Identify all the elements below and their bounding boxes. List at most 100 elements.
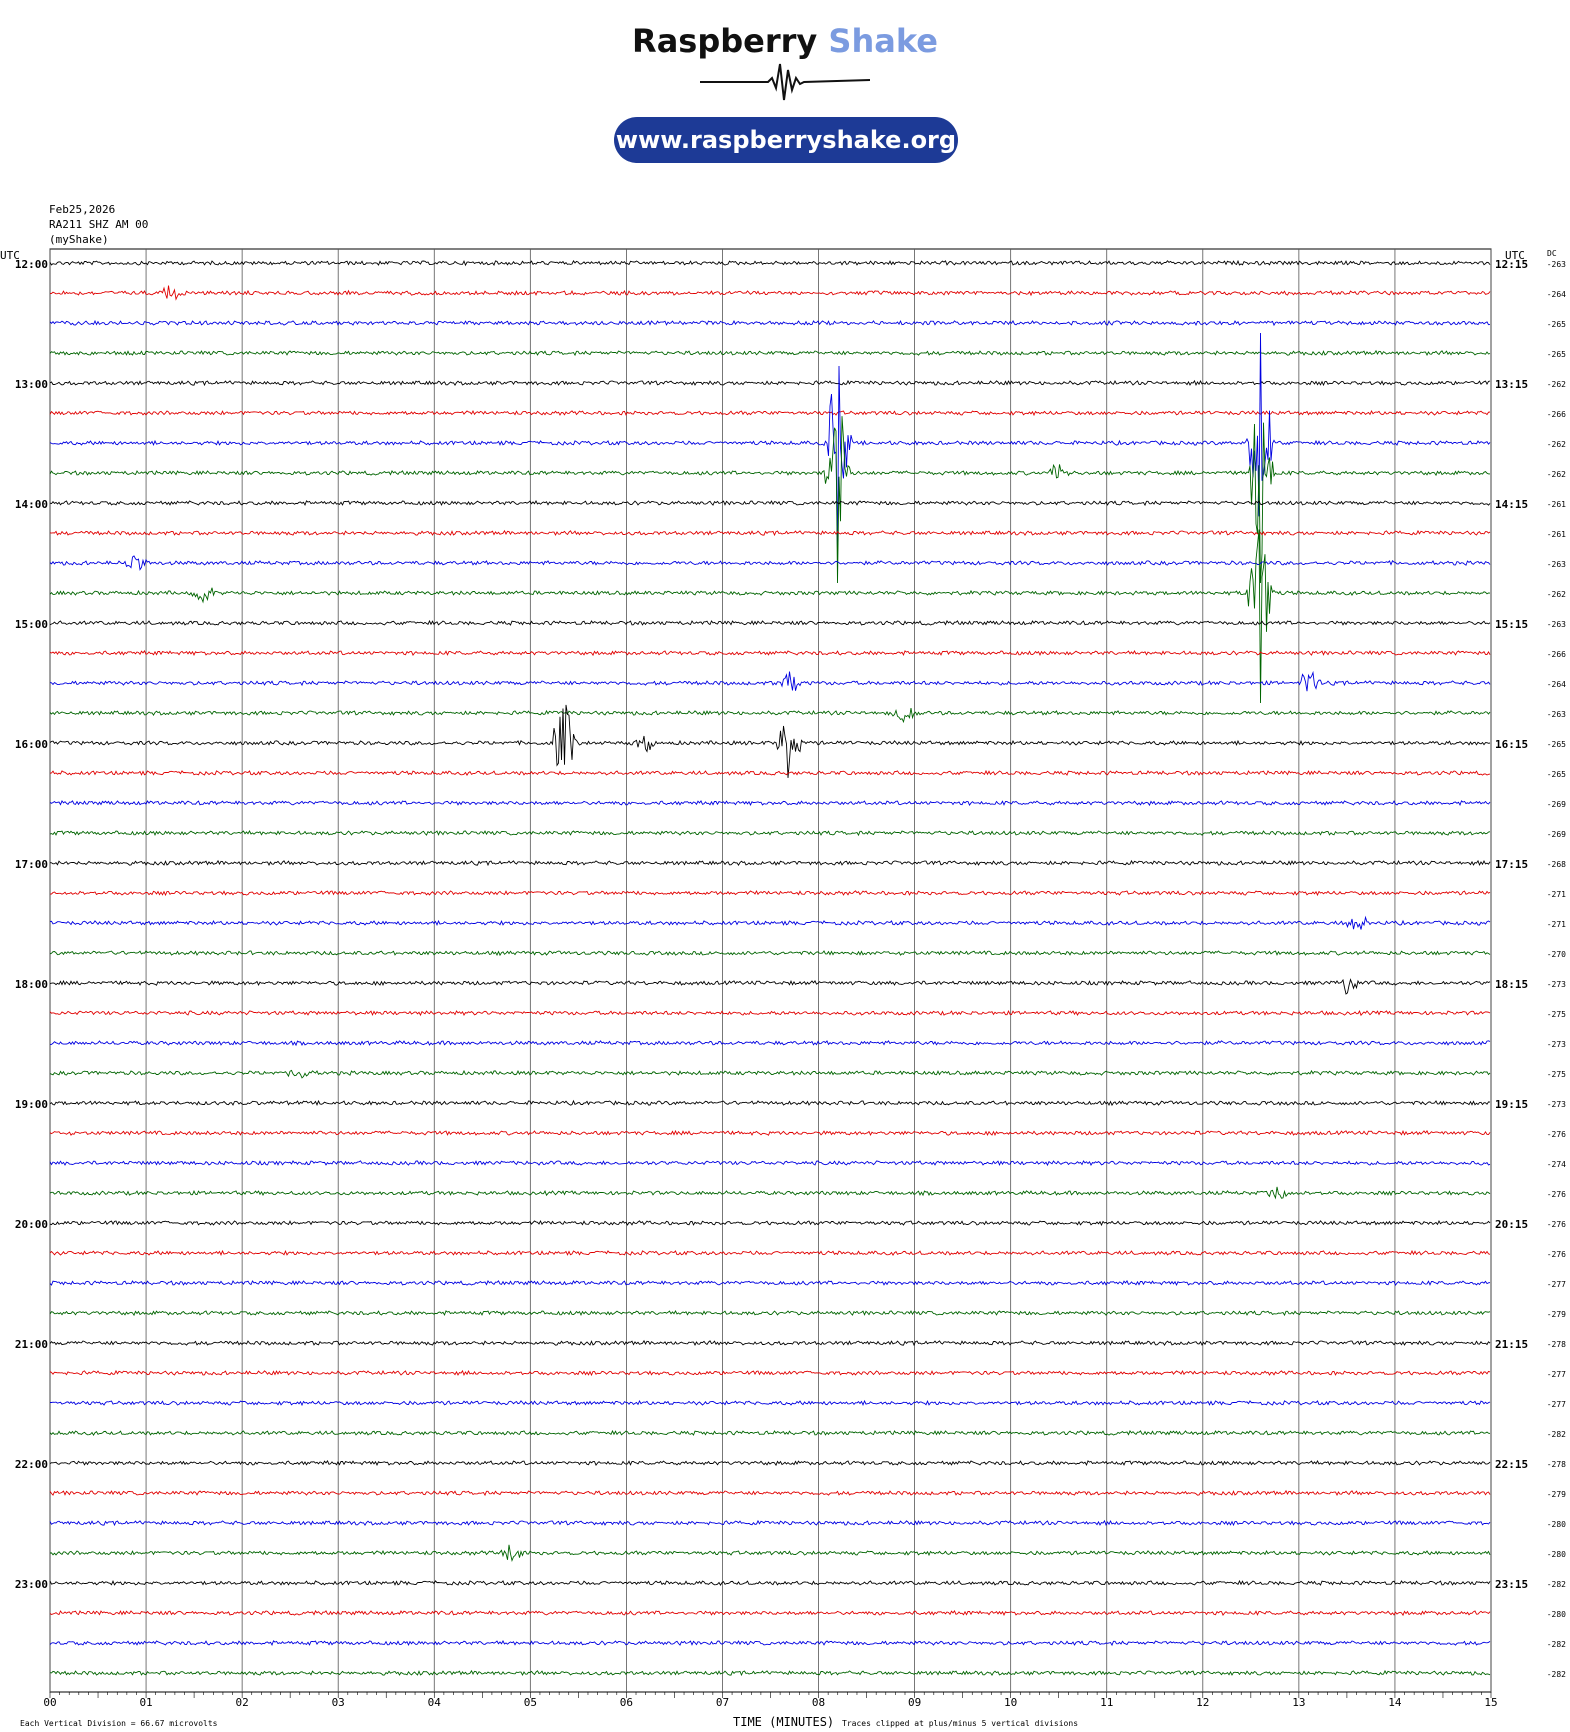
seismic-trace [49,1219,1491,1227]
x-tick-label: 05 [524,1696,537,1709]
dc-offset-label: -262 [1547,470,1566,479]
seismic-trace [49,1429,1491,1436]
seismic-trace [49,416,1490,584]
footer-vertical-division: Each Vertical Division = 66.67 microvolt… [20,1719,218,1728]
left-hour-label: 17:00 [15,858,48,871]
seismic-trace [49,1519,1491,1527]
seismic-trace [49,409,1491,417]
brand-part1: Raspberry [632,22,818,60]
seismic-trace [49,332,1491,554]
dc-offset-label: -277 [1547,1400,1566,1409]
right-hour-label: 19:15 [1495,1098,1528,1111]
dc-offset-label: -261 [1547,530,1566,539]
brand-part2: Shake [828,22,938,60]
seismic-trace [49,285,1491,301]
seismic-trace [49,1369,1491,1377]
seismic-trace [49,889,1491,897]
website-url-badge[interactable]: www.raspberryshake.org [614,117,958,163]
x-tick-label: 01 [139,1696,152,1709]
dc-offset-label: -274 [1547,1160,1566,1169]
left-hour-label: 16:00 [15,738,48,751]
x-tick-label: 10 [1004,1696,1017,1709]
right-utc-label: UTC [1505,249,1525,262]
dc-offset-label: -282 [1547,1580,1566,1589]
date-label: Feb25,2026 [49,203,116,216]
dc-offset-label: -266 [1547,410,1566,419]
x-axis-title: TIME (MINUTES) [733,1715,834,1729]
dc-offset-label: -273 [1547,980,1566,989]
dc-offset-label: -279 [1547,1490,1566,1499]
dc-offset-label: -261 [1547,500,1566,509]
seismic-trace [49,650,1491,657]
left-hour-label: 13:00 [15,378,48,391]
seismic-trace [49,704,1491,778]
x-tick-label: 15 [1484,1696,1497,1709]
seismic-trace [49,1069,1491,1079]
dc-offset-label: -268 [1547,860,1566,869]
brand-logo-text: Raspberry Shake [0,22,1570,60]
dc-offset-label: -262 [1547,440,1566,449]
seismic-trace [49,1609,1491,1617]
trace-layer [49,259,1491,1677]
dc-offset-label: -262 [1547,590,1566,599]
seismic-trace [49,349,1491,357]
seismic-trace [50,1399,1491,1407]
dc-offset-label: -264 [1547,290,1566,299]
x-tick-label: 11 [1100,1696,1113,1709]
seismic-trace [49,529,1491,537]
seismic-trace [49,1249,1491,1256]
dc-offset-label: -265 [1547,350,1566,359]
seismic-trace [49,915,1491,930]
x-tick-label: 07 [716,1696,729,1709]
dc-offset-label: -280 [1547,1520,1566,1529]
dc-offset-label: -273 [1547,1100,1566,1109]
right-hour-label: 18:15 [1495,978,1528,991]
seismic-trace [49,1669,1491,1677]
dc-offset-label: -278 [1547,1340,1566,1349]
dc-offset-label: -282 [1547,1430,1566,1439]
left-hour-label: 15:00 [15,618,48,631]
x-tick-label: 03 [332,1696,345,1709]
right-hour-label: 22:15 [1495,1458,1528,1471]
footer-clip-note: Traces clipped at plus/minus 5 vertical … [842,1719,1078,1728]
x-tick-label: 13 [1292,1696,1305,1709]
seismic-trace [49,259,1491,267]
dc-offset-label: -276 [1547,1220,1566,1229]
dc-offset-label: -262 [1547,380,1566,389]
dc-offset-label: -277 [1547,1280,1566,1289]
right-hour-label: 12:15 [1495,258,1528,271]
left-hour-label: 20:00 [15,1218,48,1231]
seismic-trace [49,500,1491,507]
dc-offset-label: -277 [1547,1370,1566,1379]
seismic-trace [49,1460,1491,1467]
seismic-trace [49,619,1491,626]
seismic-trace [49,708,1491,724]
x-tick-label: 12 [1196,1696,1209,1709]
dc-offset-label: -271 [1547,920,1566,929]
left-hour-label: 21:00 [15,1338,48,1351]
dc-offset-label: -270 [1547,950,1566,959]
seismic-trace [49,529,1491,704]
left-hour-label: 18:00 [15,978,48,991]
dc-offset-label: -276 [1547,1130,1566,1139]
seismic-trace [49,1129,1491,1137]
dc-offset-label: -263 [1547,260,1566,269]
left-hour-label: 12:00 [15,258,48,271]
seismic-trace [50,1040,1491,1047]
x-tick-label: 00 [43,1696,56,1709]
dc-offset-label: -275 [1547,1010,1566,1019]
seismic-trace [49,950,1491,957]
seismic-trace [49,769,1491,776]
station-label: RA211 SHZ AM 00 [49,218,149,231]
right-hour-label: 23:15 [1495,1578,1528,1591]
right-hour-label: 20:15 [1495,1218,1528,1231]
x-tick-label: 04 [428,1696,442,1709]
seismic-trace [49,1489,1491,1497]
dc-offset-label: -263 [1547,560,1566,569]
seismic-trace [49,799,1491,807]
dc-offset-label: -266 [1547,650,1566,659]
dc-offset-label: -263 [1547,620,1566,629]
dc-offset-label: -276 [1547,1190,1566,1199]
x-tick-label: 08 [812,1696,825,1709]
seismic-trace [49,555,1491,571]
